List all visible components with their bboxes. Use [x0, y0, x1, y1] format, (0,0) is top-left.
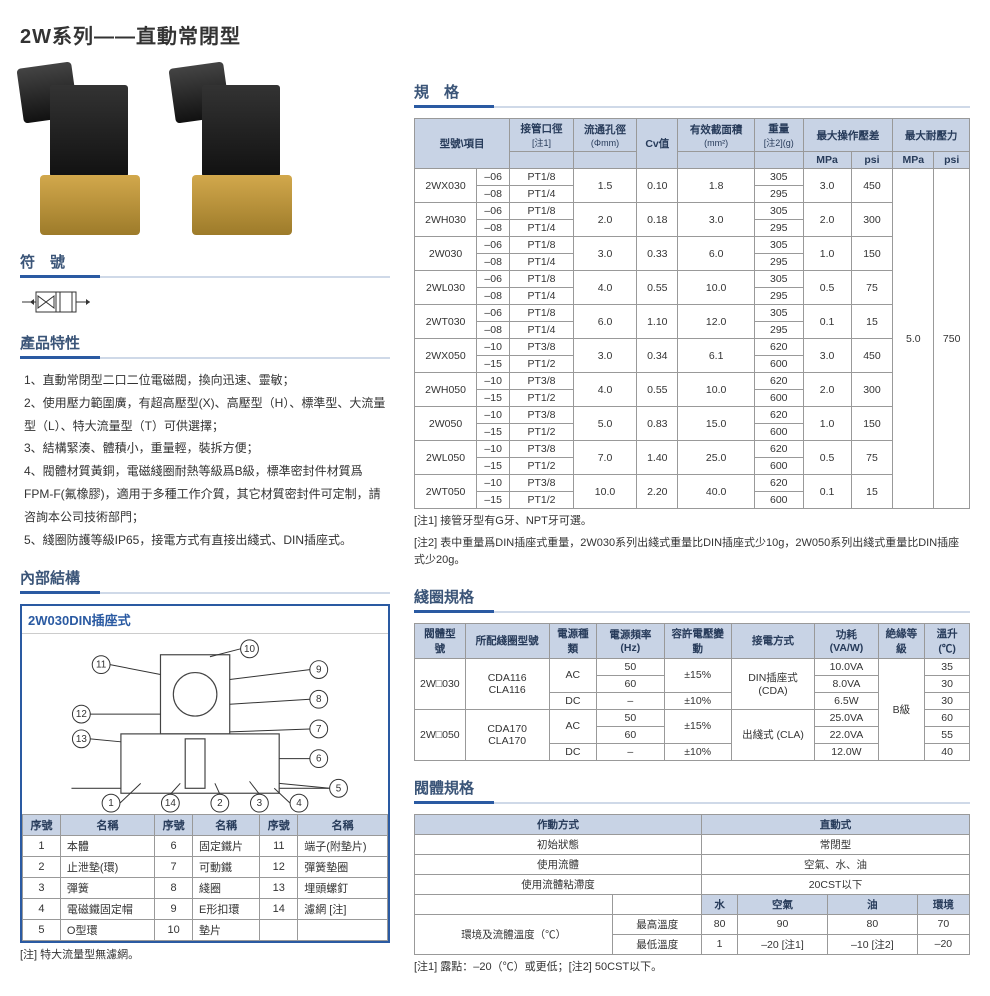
svg-text:14: 14	[165, 798, 176, 809]
svg-text:12: 12	[76, 709, 87, 720]
svg-text:6: 6	[316, 754, 322, 765]
feature-item: 4、閥體材質黃銅，電磁綫圈耐熱等級爲B級，標凖密封件材質爲FPM-F(氟橡膠)，…	[24, 460, 390, 528]
feature-item: 5、綫圈防護等級IP65，接電方式有直接出綫式、DIN插座式。	[24, 529, 390, 552]
feature-item: 1、直動常閉型二口二位電磁閥，換向迅速、靈敏；	[24, 369, 390, 392]
section-symbol: 符 號	[20, 251, 390, 278]
svg-text:2: 2	[217, 798, 223, 809]
svg-text:9: 9	[316, 665, 322, 676]
svg-text:3: 3	[257, 798, 263, 809]
section-body: 閥體規格	[414, 777, 970, 804]
spec-note: [注2] 表中重量爲DIN插座式重量，2W030系列出綫式重量比DIN插座式少1…	[414, 535, 970, 570]
spec-table: 型號\項目 接管口徑[注1] 流通孔徑(Φmm) Cv值 有效截面積(mm²) …	[414, 118, 970, 509]
body-notes: [注1] 露點：–20（℃）或更低；[注2] 50CST以下。	[414, 959, 970, 977]
svg-text:5: 5	[336, 784, 342, 795]
section-structure: 內部結構	[20, 567, 390, 594]
parts-table: 序號名稱序號名稱序號名稱 1本體6固定鐵片11端子(附墊片)2止泄墊(環)7可動…	[22, 814, 388, 941]
features-list: 1、直動常閉型二口二位電磁閥，換向迅速、靈敏； 2、使用壓力範圍廣，有超高壓型(…	[24, 369, 390, 551]
svg-text:10: 10	[244, 644, 255, 655]
parts-note: [注] 特大流量型無濾網。	[20, 947, 390, 965]
svg-text:7: 7	[316, 724, 322, 735]
feature-item: 3、結構緊湊、體積小，重量輕，裝拆方便；	[24, 437, 390, 460]
spec-note: [注1] 接管牙型有G牙、NPT牙可選。	[414, 513, 970, 531]
product-photos	[20, 65, 390, 235]
page-title: 2W系列——直動常閉型	[20, 20, 970, 49]
feature-item: 2、使用壓力範圍廣，有超高壓型(X)、高壓型（H）、標準型、大流量型（L）、特大…	[24, 392, 390, 438]
svg-text:13: 13	[76, 734, 87, 745]
svg-text:8: 8	[316, 695, 322, 706]
svg-text:11: 11	[96, 660, 107, 671]
structure-diagram: 11 10 9 8 7 6 12 13 14 1 2 3 4 5	[22, 633, 388, 814]
svg-text:1: 1	[108, 798, 114, 809]
symbol-diagram	[20, 288, 100, 316]
coil-table: 閥體型號所配綫圈型號電源種類電源頻率 (Hz)容許電壓變動接電方式功耗 (VA/…	[414, 623, 970, 761]
svg-text:4: 4	[296, 798, 302, 809]
section-features: 產品特性	[20, 332, 390, 359]
section-coil: 綫圈規格	[414, 586, 970, 613]
section-spec: 規 格	[414, 81, 970, 108]
body-table: 作動方式直動式初始狀態常閉型使用流體空氣、水、油使用流體粘滯度20CST以下水空…	[414, 814, 970, 955]
structure-subtitle: 2W030DIN插座式	[22, 606, 388, 633]
